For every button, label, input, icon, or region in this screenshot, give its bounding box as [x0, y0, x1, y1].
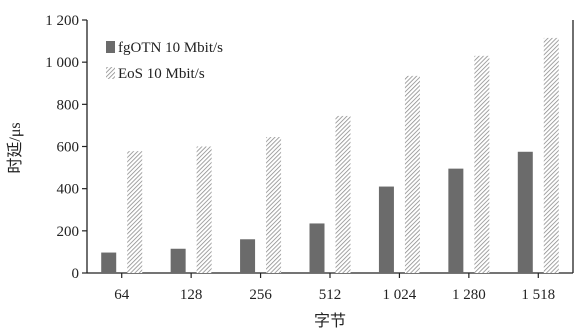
bar-fgotn — [101, 252, 117, 273]
x-axis-label: 字节 — [314, 312, 346, 328]
bar-fgotn — [309, 223, 325, 273]
bar-eos — [266, 137, 282, 273]
bar-eos — [474, 55, 490, 273]
y-tick-label: 200 — [57, 224, 80, 240]
bar-eos — [196, 146, 212, 273]
y-axis-label: 时延/μs — [6, 122, 24, 173]
bar-fgotn — [448, 168, 464, 273]
bar-fgotn — [170, 248, 186, 273]
y-tick-label: 800 — [57, 97, 80, 113]
x-tick-label: 1 280 — [452, 287, 486, 303]
x-tick-label: 512 — [319, 287, 342, 303]
legend-swatch-eos — [106, 67, 115, 79]
y-tick-label: 600 — [57, 140, 80, 156]
bar-fgotn — [378, 186, 394, 273]
y-tick-label: 400 — [57, 182, 80, 198]
legend-swatch-fgotn — [106, 41, 115, 53]
x-tick-label: 1 518 — [521, 287, 555, 303]
legend-label-eos: EoS 10 Mbit/s — [118, 66, 205, 82]
plot-area: 0 200 400 600 800 1 000 1 200 64 128 256 512 1 024 1… — [45, 13, 574, 303]
x-tick-label: 128 — [180, 287, 203, 303]
bar-fgotn — [240, 239, 256, 273]
bar-fgotn — [517, 151, 533, 273]
y-tick-label: 1 000 — [45, 55, 79, 71]
y-tick-label: 0 — [72, 266, 80, 282]
bar-eos — [127, 151, 143, 273]
y-tick-label: 1 200 — [45, 13, 79, 29]
bar-eos — [404, 75, 420, 273]
bar-eos — [335, 115, 351, 273]
x-tick-label: 1 024 — [383, 287, 417, 303]
x-tick-label: 64 — [114, 287, 130, 303]
legend-label-fgotn: fgOTN 10 Mbit/s — [118, 40, 223, 56]
x-tick-label: 256 — [249, 287, 272, 303]
bar-eos — [543, 37, 559, 273]
legend: fgOTN 10 Mbit/s EoS 10 Mbit/s — [106, 40, 223, 82]
